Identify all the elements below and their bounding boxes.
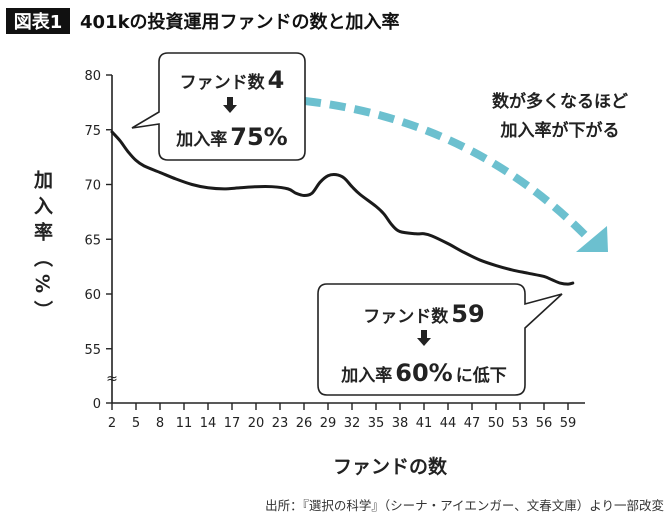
trend-arrow-shaft <box>304 97 588 238</box>
callout-bubble-end: ファンド数 59 加入率 60% に低下 <box>317 283 563 396</box>
y-tick-label: 75 <box>84 124 101 139</box>
x-tick-label: 44 <box>440 416 457 431</box>
y-tick-label: 65 <box>84 233 101 248</box>
y-tick-label: 60 <box>84 288 101 303</box>
bubble2-fund-count: 59 <box>451 300 484 328</box>
x-tick-label: 17 <box>224 416 241 431</box>
axes: ≈0 55 60 65 70 75 80 2 5 8 11 14 17 20 23 26 29 32 35 38 41 4… <box>84 69 585 431</box>
bubble1-rate-label: 加入率 <box>175 129 227 150</box>
x-tick-label: 38 <box>392 416 409 431</box>
x-tick-label: 47 <box>464 416 481 431</box>
x-tick-label: 59 <box>560 416 577 431</box>
trend-arrow <box>304 97 608 252</box>
axis-break-icon: ≈ <box>106 371 118 387</box>
bubble2-suffix: に低下 <box>456 365 507 386</box>
x-tick-label: 26 <box>296 416 313 431</box>
figure-badge: 図表1 <box>14 11 63 33</box>
x-tick-label: 23 <box>272 416 289 431</box>
x-tick-label: 14 <box>200 416 217 431</box>
figure-badge-bg <box>6 8 70 34</box>
x-tick-label: 50 <box>488 416 505 431</box>
x-tick-label: 41 <box>416 416 433 431</box>
x-tick-label: 5 <box>132 416 140 431</box>
source-note: 出所：『選択の科学』（シーナ・アイエンガー、文春文庫）より一部改変 <box>265 498 664 513</box>
bubble1-fund-count: 4 <box>268 66 285 94</box>
x-tick-label: 32 <box>344 416 361 431</box>
x-tick-label: 20 <box>248 416 265 431</box>
bubble2-label: ファンド数 <box>363 306 449 327</box>
bubble1-label: ファンド数 <box>180 72 266 93</box>
x-tick-label: 29 <box>320 416 337 431</box>
x-tick-label: 8 <box>156 416 164 431</box>
trend-arrow-head <box>576 226 608 252</box>
x-tick-label: 2 <box>108 416 116 431</box>
y-tick-label: 80 <box>84 69 101 84</box>
trend-note-1: 数が多くなるほど <box>492 91 628 112</box>
y-tick-label: 0 <box>93 397 101 412</box>
down-arrow-icon <box>417 330 431 346</box>
x-tick-label: 11 <box>176 416 193 431</box>
callout-bubble-start: ファンド数 4 加入率 75% <box>131 52 306 161</box>
x-tick-label: 53 <box>512 416 529 431</box>
x-tick-label: 56 <box>536 416 553 431</box>
series-line <box>110 130 575 286</box>
bubble2-rate: 60% <box>395 359 452 387</box>
y-tick-label: 70 <box>84 179 101 194</box>
trend-note-2: 加入率が下がる <box>500 120 620 141</box>
bubble1-rate: 75% <box>230 123 287 151</box>
y-axis-label: 加入率（%） <box>31 170 54 326</box>
chart-title: 401kの投資運用ファンドの数と加入率 <box>80 11 400 33</box>
down-arrow-icon <box>223 97 237 113</box>
y-tick-label: 55 <box>84 343 101 358</box>
x-tick-label: 35 <box>368 416 385 431</box>
x-axis-label: ファンドの数 <box>333 455 448 478</box>
bubble2-rate-label: 加入率 <box>340 365 392 386</box>
